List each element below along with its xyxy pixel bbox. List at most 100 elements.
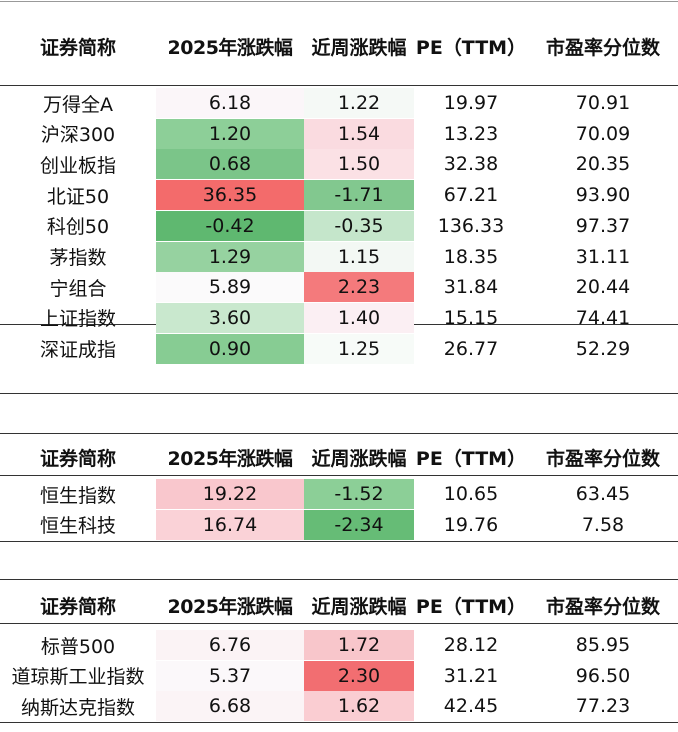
table-2-header-rule bbox=[0, 475, 678, 476]
col-pe-ttm: 26.77 bbox=[443, 337, 499, 360]
header-col-pe-ttm: PE（TTM） bbox=[415, 595, 527, 618]
table-row: 上证指数 3.60 1.40 15.15 74.41 bbox=[0, 302, 678, 333]
table-3-top-rule bbox=[0, 579, 678, 580]
col-name: 沪深300 bbox=[40, 124, 116, 147]
header-col-name: 证券简称 bbox=[39, 36, 116, 59]
table-1-header: 证券简称 2025年涨跌幅 近周涨跌幅 PE（TTM） 市盈率分位数 bbox=[0, 22, 678, 70]
col-name: 纳斯达克指数 bbox=[20, 696, 135, 719]
col-pe-ttm: 28.12 bbox=[443, 634, 499, 656]
col-ytd-change: 3.60 bbox=[156, 302, 304, 333]
col-name: 创业板指 bbox=[39, 154, 116, 177]
col-pe-ttm: 15.15 bbox=[443, 306, 499, 329]
col-pe-percentile: 93.90 bbox=[575, 184, 631, 207]
table-2-top-rule bbox=[0, 433, 678, 434]
col-pe-ttm: 42.45 bbox=[443, 695, 499, 718]
col-ytd-change: 5.89 bbox=[156, 272, 304, 303]
col-pe-percentile: 70.91 bbox=[575, 92, 631, 114]
col-week-change: 1.72 bbox=[304, 630, 414, 660]
col-name: 标普500 bbox=[40, 635, 116, 658]
col-pe-ttm: 19.76 bbox=[443, 513, 499, 536]
col-ytd-change: 6.68 bbox=[156, 691, 304, 722]
col-name: 宁组合 bbox=[49, 277, 107, 300]
col-ytd-change: 5.37 bbox=[156, 660, 304, 691]
table-1-bottom-rule bbox=[0, 393, 678, 394]
col-pe-percentile: 52.29 bbox=[575, 337, 631, 360]
col-pe-ttm: 19.97 bbox=[443, 92, 499, 114]
table-1-top-rule bbox=[0, 1, 678, 2]
table-3-header-rule bbox=[0, 623, 678, 624]
table-row: 创业板指 0.68 1.50 32.38 20.35 bbox=[0, 149, 678, 180]
col-week-change: 1.22 bbox=[304, 88, 414, 118]
col-ytd-change: 1.29 bbox=[156, 241, 304, 272]
col-pe-percentile: 63.45 bbox=[575, 483, 631, 505]
col-pe-percentile: 96.50 bbox=[575, 664, 631, 687]
col-pe-percentile: 70.09 bbox=[575, 122, 631, 145]
col-week-change: 2.23 bbox=[304, 272, 414, 303]
header-col-pe-ttm: PE（TTM） bbox=[415, 447, 527, 470]
col-week-change: -1.52 bbox=[304, 479, 414, 509]
col-ytd-change: 36.35 bbox=[156, 180, 304, 211]
col-pe-percentile: 77.23 bbox=[575, 695, 631, 718]
col-name: 万得全A bbox=[43, 93, 113, 116]
col-pe-percentile: 85.95 bbox=[575, 634, 631, 656]
col-week-change: -0.35 bbox=[304, 210, 414, 241]
table-row: 万得全A 6.18 1.22 19.97 70.91 bbox=[0, 88, 678, 118]
col-ytd-change: 6.76 bbox=[156, 630, 304, 660]
header-col-name: 证券简称 bbox=[39, 595, 116, 618]
col-name: 恒生指数 bbox=[39, 484, 116, 507]
col-pe-percentile: 20.35 bbox=[575, 153, 631, 176]
col-pe-ttm: 18.35 bbox=[443, 245, 499, 268]
col-ytd-change: 6.18 bbox=[156, 88, 304, 118]
col-week-change: 1.62 bbox=[304, 691, 414, 722]
header-col-week-change: 近周涨跌幅 bbox=[311, 447, 407, 470]
header-col-week-change: 近周涨跌幅 bbox=[311, 595, 407, 618]
col-week-change: 1.50 bbox=[304, 149, 414, 180]
table-row: 恒生指数 19.22 -1.52 10.65 63.45 bbox=[0, 479, 678, 509]
table-1-header-rule bbox=[0, 85, 678, 86]
col-name: 上证指数 bbox=[39, 308, 116, 331]
col-week-change: -2.34 bbox=[304, 509, 414, 540]
table-3-bottom-rule bbox=[0, 722, 678, 723]
col-ytd-change: 0.90 bbox=[156, 333, 304, 364]
table-row: 宁组合 5.89 2.23 31.84 20.44 bbox=[0, 272, 678, 303]
col-week-change: 2.30 bbox=[304, 660, 414, 691]
table-row: 标普500 6.76 1.72 28.12 85.95 bbox=[0, 630, 678, 660]
col-pe-ttm: 136.33 bbox=[437, 214, 505, 237]
col-name: 恒生科技 bbox=[39, 515, 116, 538]
col-week-change: -1.71 bbox=[304, 180, 414, 211]
col-pe-ttm: 31.21 bbox=[443, 664, 499, 687]
col-week-change: 1.25 bbox=[304, 333, 414, 364]
col-pe-percentile: 74.41 bbox=[575, 306, 631, 329]
table-3-header: 证券简称 2025年涨跌幅 近周涨跌幅 PE（TTM） 市盈率分位数 bbox=[0, 586, 678, 624]
table-row: 沪深300 1.20 1.54 13.23 70.09 bbox=[0, 118, 678, 149]
col-pe-percentile: 7.58 bbox=[581, 513, 625, 536]
header-col-pe-percentile: 市盈率分位数 bbox=[545, 36, 660, 59]
col-pe-percentile: 20.44 bbox=[575, 276, 631, 299]
col-pe-percentile: 97.37 bbox=[575, 214, 631, 237]
col-pe-ttm: 13.23 bbox=[443, 122, 499, 145]
col-pe-ttm: 31.84 bbox=[443, 276, 499, 299]
col-ytd-change: -0.42 bbox=[156, 210, 304, 241]
header-col-name: 证券简称 bbox=[39, 447, 116, 470]
header-col-ytd-change: 2025年涨跌幅 bbox=[167, 595, 293, 618]
table-2-bottom-rule bbox=[0, 541, 678, 542]
header-col-pe-ttm: PE（TTM） bbox=[415, 36, 527, 59]
col-ytd-change: 19.22 bbox=[156, 479, 304, 509]
table-row: 科创50 -0.42 -0.35 136.33 97.37 bbox=[0, 210, 678, 241]
table-row: 北证50 36.35 -1.71 67.21 93.90 bbox=[0, 180, 678, 211]
col-pe-ttm: 67.21 bbox=[443, 184, 499, 207]
col-name: 科创50 bbox=[46, 216, 110, 239]
table-row: 纳斯达克指数 6.68 1.62 42.45 77.23 bbox=[0, 691, 678, 722]
col-pe-ttm: 10.65 bbox=[443, 483, 499, 505]
header-col-ytd-change: 2025年涨跌幅 bbox=[167, 36, 293, 59]
header-col-week-change: 近周涨跌幅 bbox=[311, 36, 407, 59]
table-row: 深证成指 0.90 1.25 26.77 52.29 bbox=[0, 333, 678, 364]
table-row: 茅指数 1.29 1.15 18.35 31.11 bbox=[0, 241, 678, 272]
header-col-ytd-change: 2025年涨跌幅 bbox=[167, 447, 293, 470]
header-col-pe-percentile: 市盈率分位数 bbox=[545, 595, 660, 618]
col-ytd-change: 16.74 bbox=[156, 509, 304, 540]
col-name: 茅指数 bbox=[49, 247, 107, 269]
col-week-change: 1.54 bbox=[304, 118, 414, 149]
col-pe-percentile: 31.11 bbox=[575, 245, 631, 268]
col-ytd-change: 0.68 bbox=[156, 149, 304, 180]
